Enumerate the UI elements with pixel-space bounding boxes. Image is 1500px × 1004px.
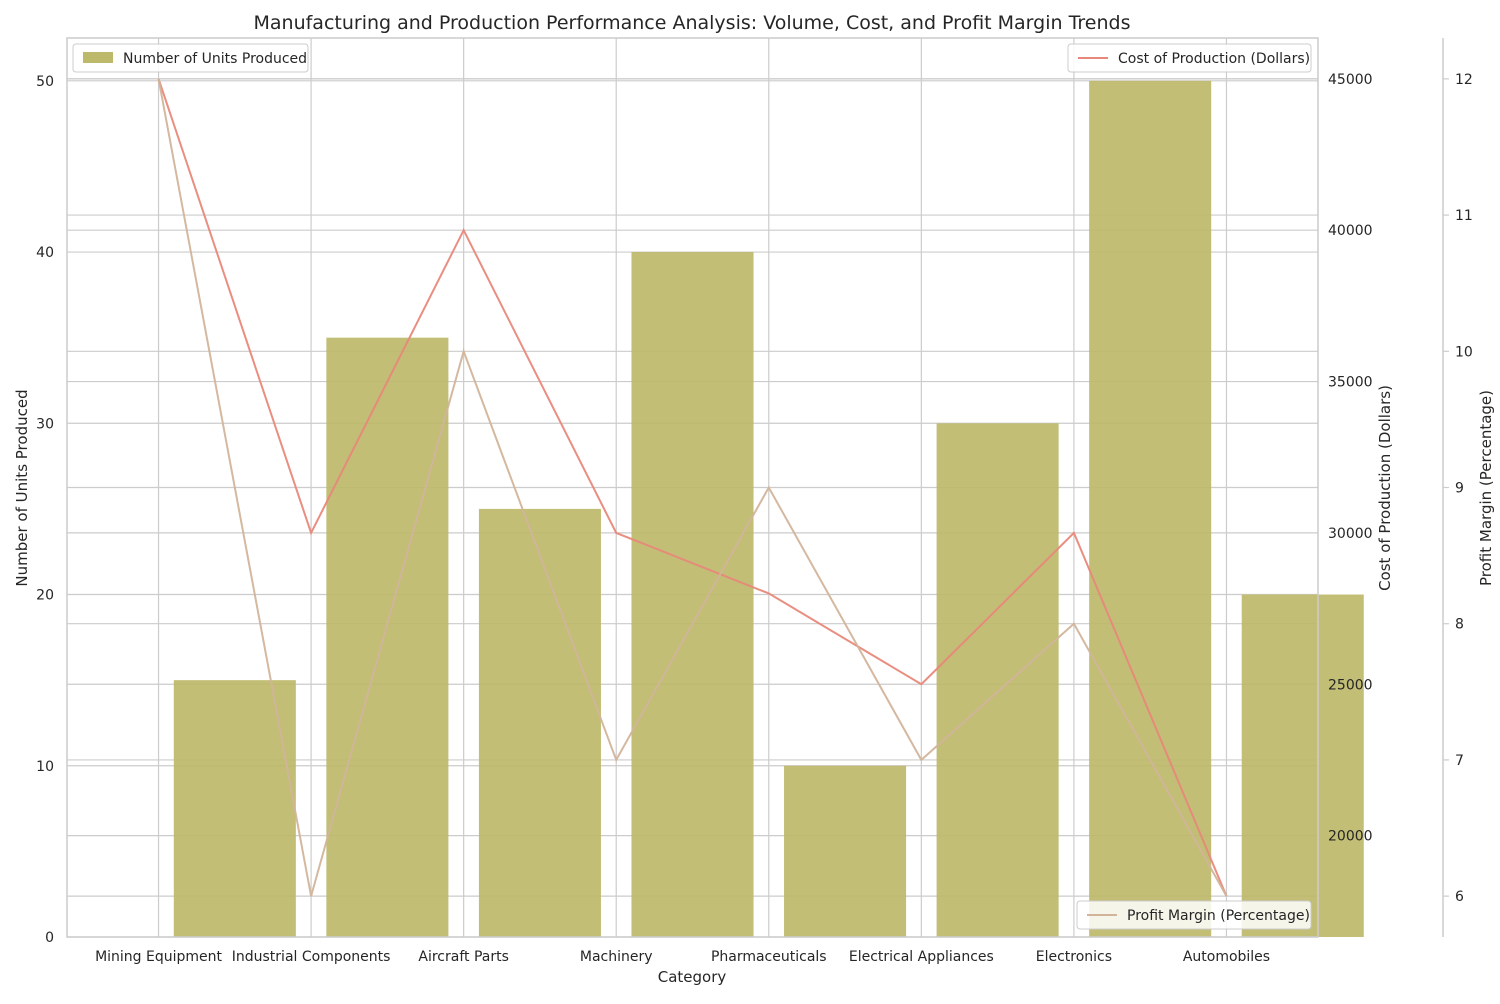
x-axis-label: Category	[658, 968, 727, 986]
legend-margin-label: Profit Margin (Percentage)	[1127, 908, 1310, 924]
plot-frame	[66, 37, 1319, 938]
chart-title: Manufacturing and Production Performance…	[254, 12, 1131, 34]
bar	[173, 680, 296, 937]
axes-layer: 0 10 20 30 40 50 20000 25000 30000 35000 40000 4500…	[36, 37, 1473, 965]
bar	[936, 423, 1059, 937]
tick-label-y-left: 20	[36, 588, 54, 604]
tick-label-y-right2: 10	[1455, 344, 1473, 360]
legend-margin-box	[1076, 900, 1312, 930]
tick-label-y-right2: 11	[1455, 208, 1473, 224]
tick-label-x: Industrial Components	[232, 949, 391, 965]
tick-label-x: Machinery	[580, 949, 653, 965]
tick-label-y-left: 0	[45, 930, 54, 946]
legend-layer: Number of Units Produced Cost of Producti…	[72, 43, 1312, 930]
lines-layer	[157, 78, 1228, 897]
bars-layer	[173, 80, 1364, 938]
bar	[1089, 80, 1212, 938]
y-axis-left-label: Number of Units Produced	[13, 389, 31, 586]
tick-label-x: Pharmaceuticals	[711, 949, 827, 965]
series-line-cost	[157, 78, 1228, 897]
bar	[631, 252, 754, 938]
tick-label-y-left: 50	[36, 74, 54, 90]
tick-label-x: Electronics	[1036, 949, 1112, 965]
tick-label-y-right: 30000	[1328, 526, 1373, 542]
tick-label-y-right: 20000	[1328, 829, 1373, 845]
tick-label-x: Mining Equipment	[95, 949, 222, 965]
tick-label-y-right2: 7	[1455, 753, 1464, 769]
tick-label-y-left: 10	[36, 759, 54, 775]
tick-label-y-right2: 6	[1455, 889, 1464, 905]
y-axis-right2-label: Profit Margin (Percentage)	[1477, 390, 1495, 586]
tick-label-y-left: 40	[36, 245, 54, 261]
tick-label-y-right2: 12	[1455, 72, 1473, 88]
legend-cost-label: Cost of Production (Dollars)	[1118, 51, 1310, 67]
tick-label-y-right: 40000	[1328, 223, 1373, 239]
tick-label-x: Aircraft Parts	[418, 949, 509, 965]
bar	[478, 508, 601, 937]
bar	[326, 337, 449, 938]
tick-label-y-right2: 9	[1455, 481, 1464, 497]
tick-label-y-right: 45000	[1328, 72, 1373, 88]
legend-bars-swatch	[83, 52, 113, 63]
legend-bars-label: Number of Units Produced	[123, 51, 307, 67]
series-line-margin	[157, 78, 1228, 897]
tick-label-y-right2: 8	[1455, 617, 1464, 633]
y-axis-right-label: Cost of Production (Dollars)	[1376, 385, 1394, 591]
legend-bars-box	[72, 43, 309, 73]
tick-label-y-right: 35000	[1328, 375, 1373, 391]
bar	[784, 765, 907, 937]
tick-label-y-left: 30	[36, 416, 54, 432]
tick-label-x: Automobiles	[1183, 949, 1270, 965]
tick-label-x: Electrical Appliances	[849, 949, 994, 965]
legend-cost-box	[1067, 43, 1312, 73]
tick-label-y-right: 25000	[1328, 677, 1373, 693]
bar	[1241, 594, 1364, 937]
